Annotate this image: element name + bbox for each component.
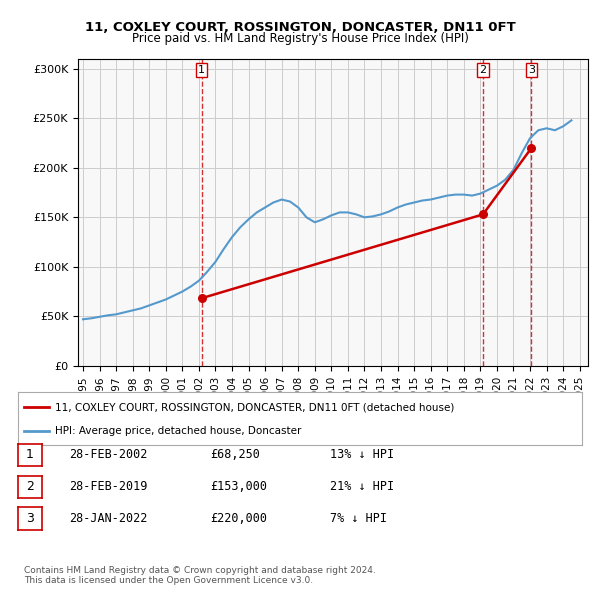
Text: 3: 3 [528,65,535,75]
Text: 1: 1 [26,448,34,461]
Text: 21% ↓ HPI: 21% ↓ HPI [330,480,394,493]
Point [527,143,536,153]
Text: 7% ↓ HPI: 7% ↓ HPI [330,512,387,525]
Point [478,209,488,219]
Text: HPI: Average price, detached house, Doncaster: HPI: Average price, detached house, Donc… [55,425,301,435]
Text: 1: 1 [198,65,205,75]
Text: 28-FEB-2002: 28-FEB-2002 [69,448,148,461]
Text: 28-FEB-2019: 28-FEB-2019 [69,480,148,493]
Text: 2: 2 [479,65,487,75]
Point [197,294,206,303]
Text: 28-JAN-2022: 28-JAN-2022 [69,512,148,525]
Text: £220,000: £220,000 [210,512,267,525]
Text: 2: 2 [26,480,34,493]
Text: Price paid vs. HM Land Registry's House Price Index (HPI): Price paid vs. HM Land Registry's House … [131,32,469,45]
Text: £153,000: £153,000 [210,480,267,493]
Text: 11, COXLEY COURT, ROSSINGTON, DONCASTER, DN11 0FT: 11, COXLEY COURT, ROSSINGTON, DONCASTER,… [85,21,515,34]
Text: 13% ↓ HPI: 13% ↓ HPI [330,448,394,461]
Text: £68,250: £68,250 [210,448,260,461]
Text: 3: 3 [26,512,34,525]
Text: 11, COXLEY COURT, ROSSINGTON, DONCASTER, DN11 0FT (detached house): 11, COXLEY COURT, ROSSINGTON, DONCASTER,… [55,402,454,412]
Text: Contains HM Land Registry data © Crown copyright and database right 2024.
This d: Contains HM Land Registry data © Crown c… [24,566,376,585]
